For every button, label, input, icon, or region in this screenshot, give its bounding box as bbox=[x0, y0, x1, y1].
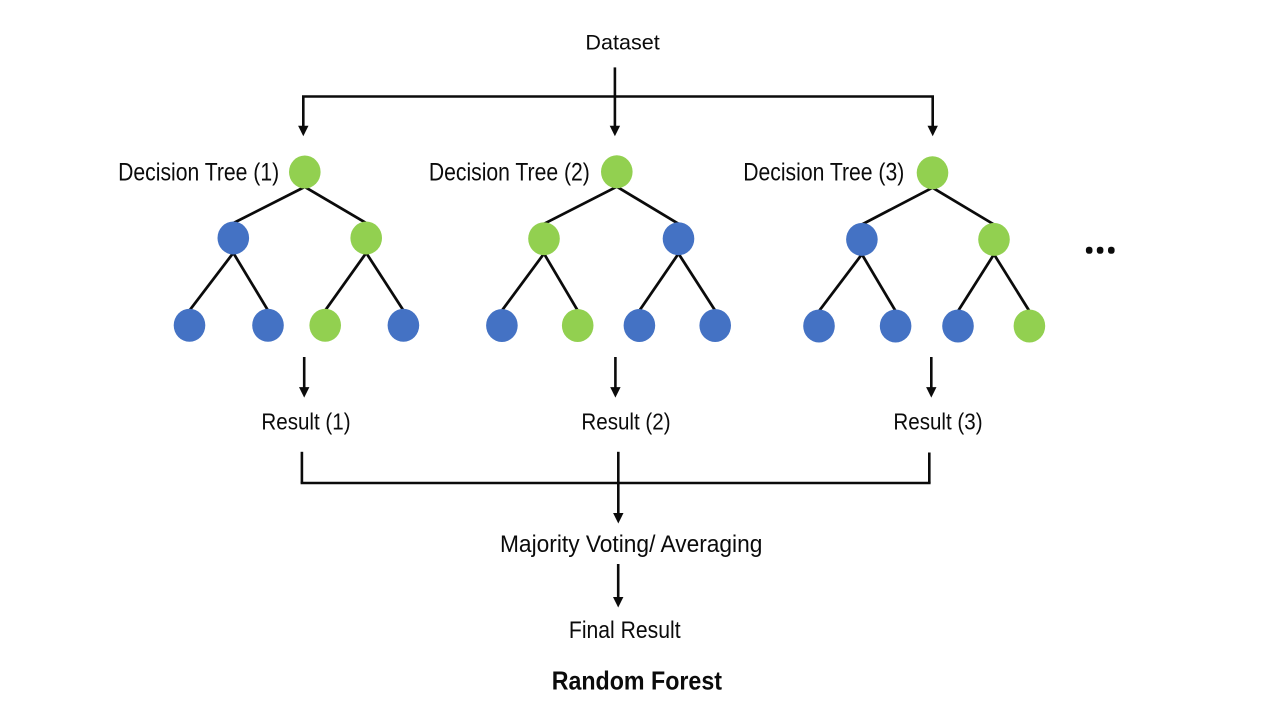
svg-text:Decision Tree (3): Decision Tree (3) bbox=[743, 158, 904, 186]
svg-text:Dataset: Dataset bbox=[585, 32, 659, 55]
svg-text:Result (2): Result (2) bbox=[581, 409, 670, 435]
svg-text:Majority Voting/ Averaging: Majority Voting/ Averaging bbox=[500, 531, 762, 558]
svg-text:Final Result: Final Result bbox=[569, 617, 681, 644]
svg-text:Random Forest: Random Forest bbox=[552, 666, 723, 696]
svg-text:Decision Tree (1): Decision Tree (1) bbox=[118, 158, 279, 186]
svg-text:Decision Tree (2): Decision Tree (2) bbox=[429, 158, 590, 186]
svg-text:Result (1): Result (1) bbox=[261, 409, 350, 435]
svg-text:Result (3): Result (3) bbox=[893, 409, 982, 435]
